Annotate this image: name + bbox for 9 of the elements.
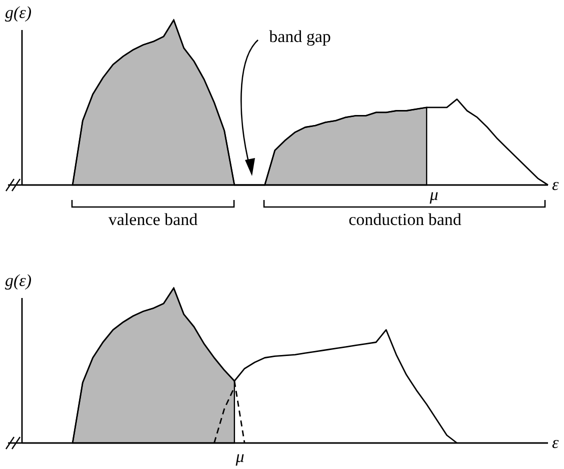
text: valence band — [108, 210, 198, 229]
annotation: band gap — [269, 27, 331, 46]
text: conduction band — [348, 210, 462, 229]
x-axis-title: ε — [552, 433, 559, 452]
annotation: μ — [428, 185, 438, 204]
x-axis-title: ε — [552, 175, 559, 194]
y-axis-title: g(ε) — [5, 271, 32, 290]
y-axis-title: g(ε) — [5, 3, 32, 22]
text: μ — [234, 447, 244, 466]
